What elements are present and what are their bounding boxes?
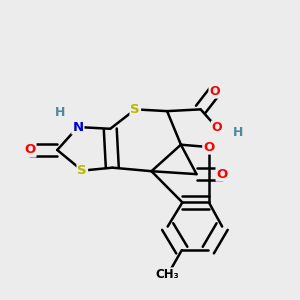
Text: O: O xyxy=(217,168,228,181)
Text: S: S xyxy=(130,103,140,116)
Text: O: O xyxy=(203,141,214,154)
Text: CH₃: CH₃ xyxy=(156,268,179,281)
Text: H: H xyxy=(232,126,243,140)
Text: O: O xyxy=(212,122,222,134)
Text: O: O xyxy=(209,85,220,98)
Text: H: H xyxy=(55,106,65,119)
Text: S: S xyxy=(77,164,87,177)
Text: O: O xyxy=(24,143,35,157)
Text: N: N xyxy=(72,121,83,134)
